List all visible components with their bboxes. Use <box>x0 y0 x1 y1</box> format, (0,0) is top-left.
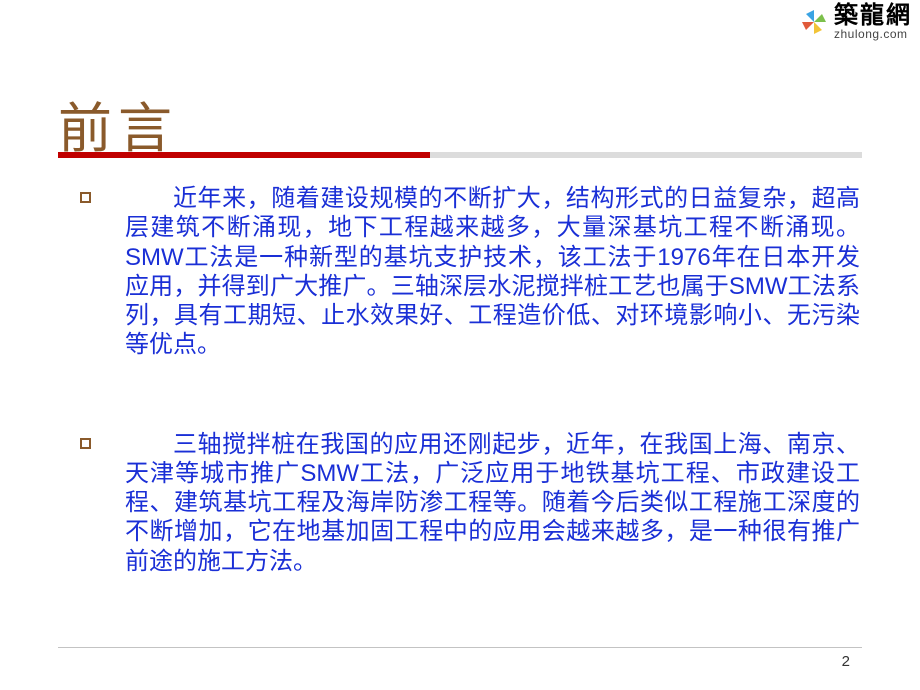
paragraph-text: 近年来，随着建设规模的不断扩大，结构形式的日益复杂，超高层建筑不断涌现，地下工程… <box>125 184 860 360</box>
page-number: 2 <box>842 653 850 670</box>
logo-text-cn: 築龍網 <box>834 4 912 28</box>
square-bullet-icon <box>80 438 91 449</box>
paragraph-text: 三轴搅拌桩在我国的应用还刚起步，近年，在我国上海、南京、天津等城市推广SMW工法… <box>125 430 860 576</box>
paragraph-block: 三轴搅拌桩在我国的应用还刚起步，近年，在我国上海、南京、天津等城市推广SMW工法… <box>80 430 860 576</box>
paragraph-block: 近年来，随着建设规模的不断扩大，结构形式的日益复杂，超高层建筑不断涌现，地下工程… <box>80 184 860 360</box>
title-underline-grey <box>430 152 862 158</box>
title-underline-red <box>58 152 430 158</box>
site-logo: 築龍網 zhulong.com <box>800 4 912 40</box>
logo-text-en: zhulong.com <box>834 28 912 40</box>
body-content: 近年来，随着建设规模的不断扩大，结构形式的日益复杂，超高层建筑不断涌现，地下工程… <box>80 184 860 646</box>
title-underline <box>58 152 862 158</box>
footer-divider <box>58 647 862 649</box>
square-bullet-icon <box>80 192 91 203</box>
logo-pinwheel-icon <box>800 8 828 36</box>
